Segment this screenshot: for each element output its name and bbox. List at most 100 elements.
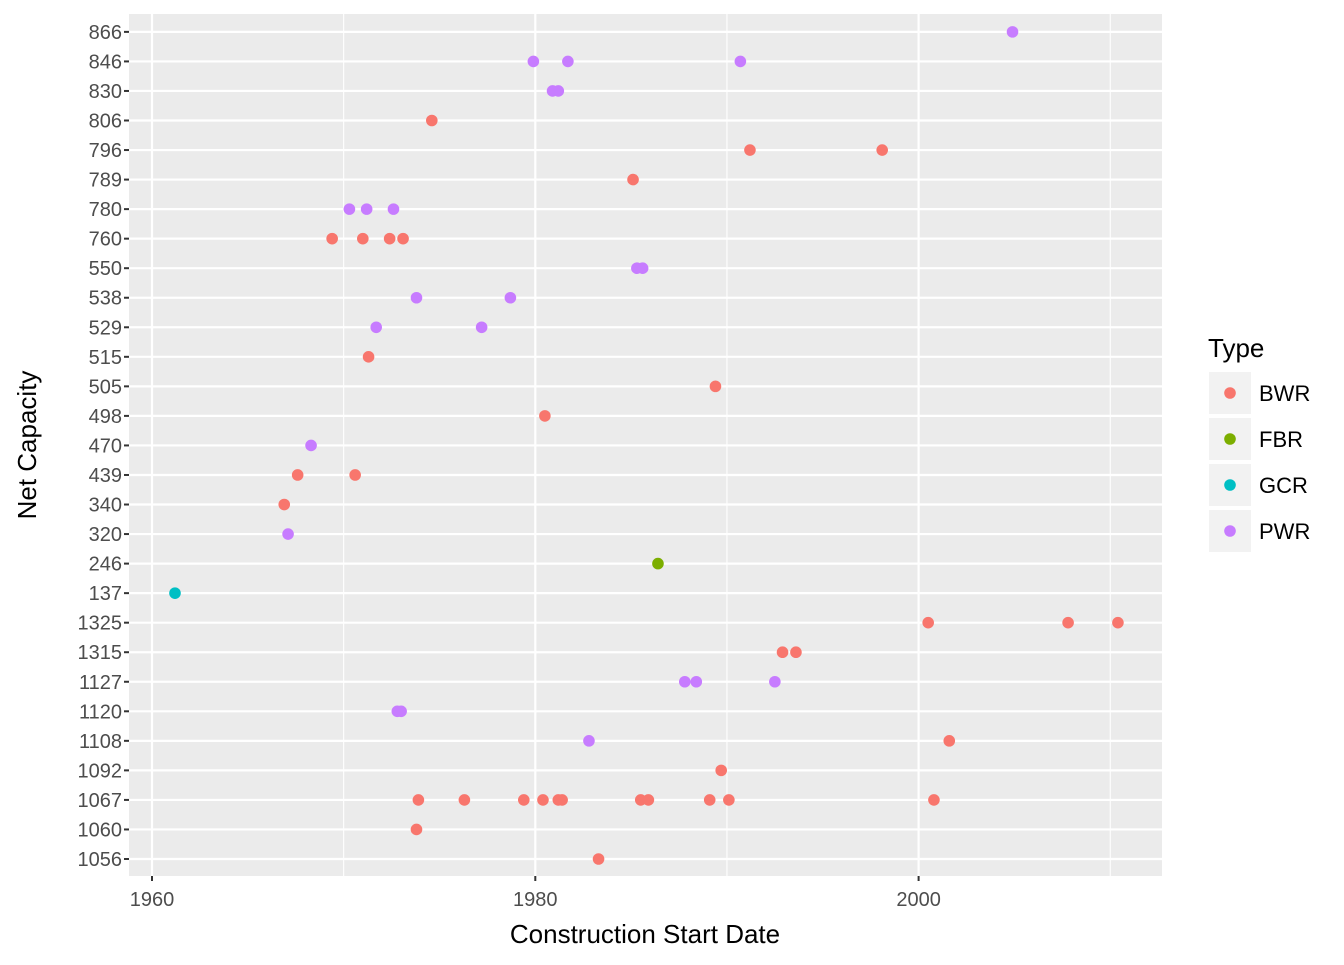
data-point-fbr <box>652 557 664 570</box>
data-point-bwr <box>627 173 639 186</box>
y-tick-label: 760 <box>89 229 122 251</box>
y-tick-label: 1067 <box>78 790 123 812</box>
y-tick-label: 320 <box>89 524 122 546</box>
data-point-pwr <box>1006 26 1019 38</box>
data-point-bwr <box>709 380 722 393</box>
data-point-pwr <box>769 675 781 688</box>
x-tick-label: 1980 <box>513 889 558 911</box>
data-point-pwr <box>410 291 423 304</box>
data-point-pwr <box>636 262 649 275</box>
legend-label-bwr: BWR <box>1259 381 1310 406</box>
data-point-pwr <box>504 291 517 304</box>
legend-title: Type <box>1208 333 1264 363</box>
data-point-pwr <box>370 321 383 334</box>
y-tick-label: 846 <box>89 51 122 73</box>
y-tick-label: 796 <box>89 140 122 162</box>
y-tick-label: 550 <box>89 258 122 280</box>
data-point-bwr <box>744 144 756 156</box>
y-tick-label: 866 <box>89 22 122 44</box>
y-tick-label: 246 <box>89 554 122 576</box>
data-point-gcr <box>169 587 181 599</box>
legend-key-pwr <box>1224 525 1236 537</box>
data-point-bwr <box>592 853 605 865</box>
data-point-bwr <box>922 616 934 629</box>
legend-key-bwr <box>1224 387 1236 399</box>
legend-label-pwr: PWR <box>1259 519 1310 544</box>
data-point-bwr <box>703 794 716 806</box>
data-point-bwr <box>1112 616 1124 629</box>
y-tick-label: 439 <box>89 465 122 487</box>
data-point-bwr <box>876 144 888 156</box>
data-point-bwr <box>410 823 423 836</box>
data-point-bwr <box>458 794 471 806</box>
data-point-pwr <box>305 439 317 452</box>
legend-label-fbr: FBR <box>1259 427 1303 452</box>
data-point-bwr <box>539 410 551 422</box>
data-point-pwr <box>734 55 747 68</box>
data-point-pwr <box>343 203 356 215</box>
legend-label-gcr: GCR <box>1259 473 1308 498</box>
data-point-bwr <box>776 646 789 659</box>
x-axis: 1960 1980 2000 <box>130 876 941 911</box>
data-point-pwr <box>387 203 400 215</box>
legend: Type BWR FBR GCR PWR <box>1208 333 1310 552</box>
data-point-pwr <box>282 528 294 540</box>
data-point-pwr <box>690 675 703 688</box>
data-point-bwr <box>537 794 549 806</box>
data-point-bwr <box>723 794 735 806</box>
data-point-bwr <box>1062 616 1074 629</box>
data-point-bwr <box>790 646 802 659</box>
legend-key-fbr <box>1224 433 1236 445</box>
data-point-pwr <box>583 735 595 747</box>
y-tick-label: 498 <box>89 406 122 428</box>
data-point-bwr <box>426 114 438 127</box>
major-grid <box>129 14 1162 876</box>
data-point-pwr <box>527 55 540 68</box>
data-point-bwr <box>383 232 396 245</box>
y-tick-label: 137 <box>89 583 122 605</box>
data-point-bwr <box>362 351 375 363</box>
y-tick-label: 830 <box>89 81 122 103</box>
y-tick-label: 1127 <box>79 672 122 694</box>
y-tick-label: 470 <box>89 435 122 457</box>
data-point-bwr <box>715 764 728 777</box>
y-tick-label: 1092 <box>78 760 123 782</box>
data-point-bwr <box>349 469 361 481</box>
data-point-pwr <box>552 85 565 97</box>
data-point-bwr <box>278 498 291 511</box>
x-tick-label: 2000 <box>896 889 941 911</box>
data-point-bwr <box>518 794 530 806</box>
data-points <box>169 26 1124 865</box>
y-tick-label: 1120 <box>79 701 122 723</box>
data-point-bwr <box>326 232 338 245</box>
y-tick-label: 505 <box>89 376 122 398</box>
y-tick-label: 515 <box>89 347 122 369</box>
y-tick-label: 529 <box>89 317 122 339</box>
data-point-bwr <box>291 469 304 481</box>
data-point-pwr <box>475 321 488 334</box>
data-point-bwr <box>412 794 425 806</box>
y-tick-label: 538 <box>89 288 122 310</box>
data-point-bwr <box>357 232 369 245</box>
data-point-bwr <box>928 794 940 806</box>
y-tick-label: 1315 <box>78 642 123 664</box>
data-point-bwr <box>397 232 409 245</box>
y-tick-label: 1325 <box>78 613 123 635</box>
data-point-pwr <box>360 203 373 215</box>
data-point-pwr <box>395 705 407 718</box>
data-point-bwr <box>556 794 568 806</box>
y-axis-title: Net Capacity <box>12 371 42 520</box>
y-tick-label: 1060 <box>78 819 123 841</box>
data-point-bwr <box>943 735 956 747</box>
y-tick-label: 806 <box>89 111 122 133</box>
legend-key-gcr <box>1224 479 1236 491</box>
y-tick-label: 340 <box>89 495 122 517</box>
y-axis: 1056 1060 1067 1092 1108 1120 1127 1315 1325 137 2… <box>78 22 129 871</box>
y-tick-label: 1056 <box>78 849 123 871</box>
data-point-bwr <box>642 794 655 806</box>
x-axis-title: Construction Start Date <box>510 919 780 949</box>
data-point-pwr <box>562 55 574 68</box>
data-point-pwr <box>678 675 691 688</box>
y-tick-label: 789 <box>89 170 122 192</box>
